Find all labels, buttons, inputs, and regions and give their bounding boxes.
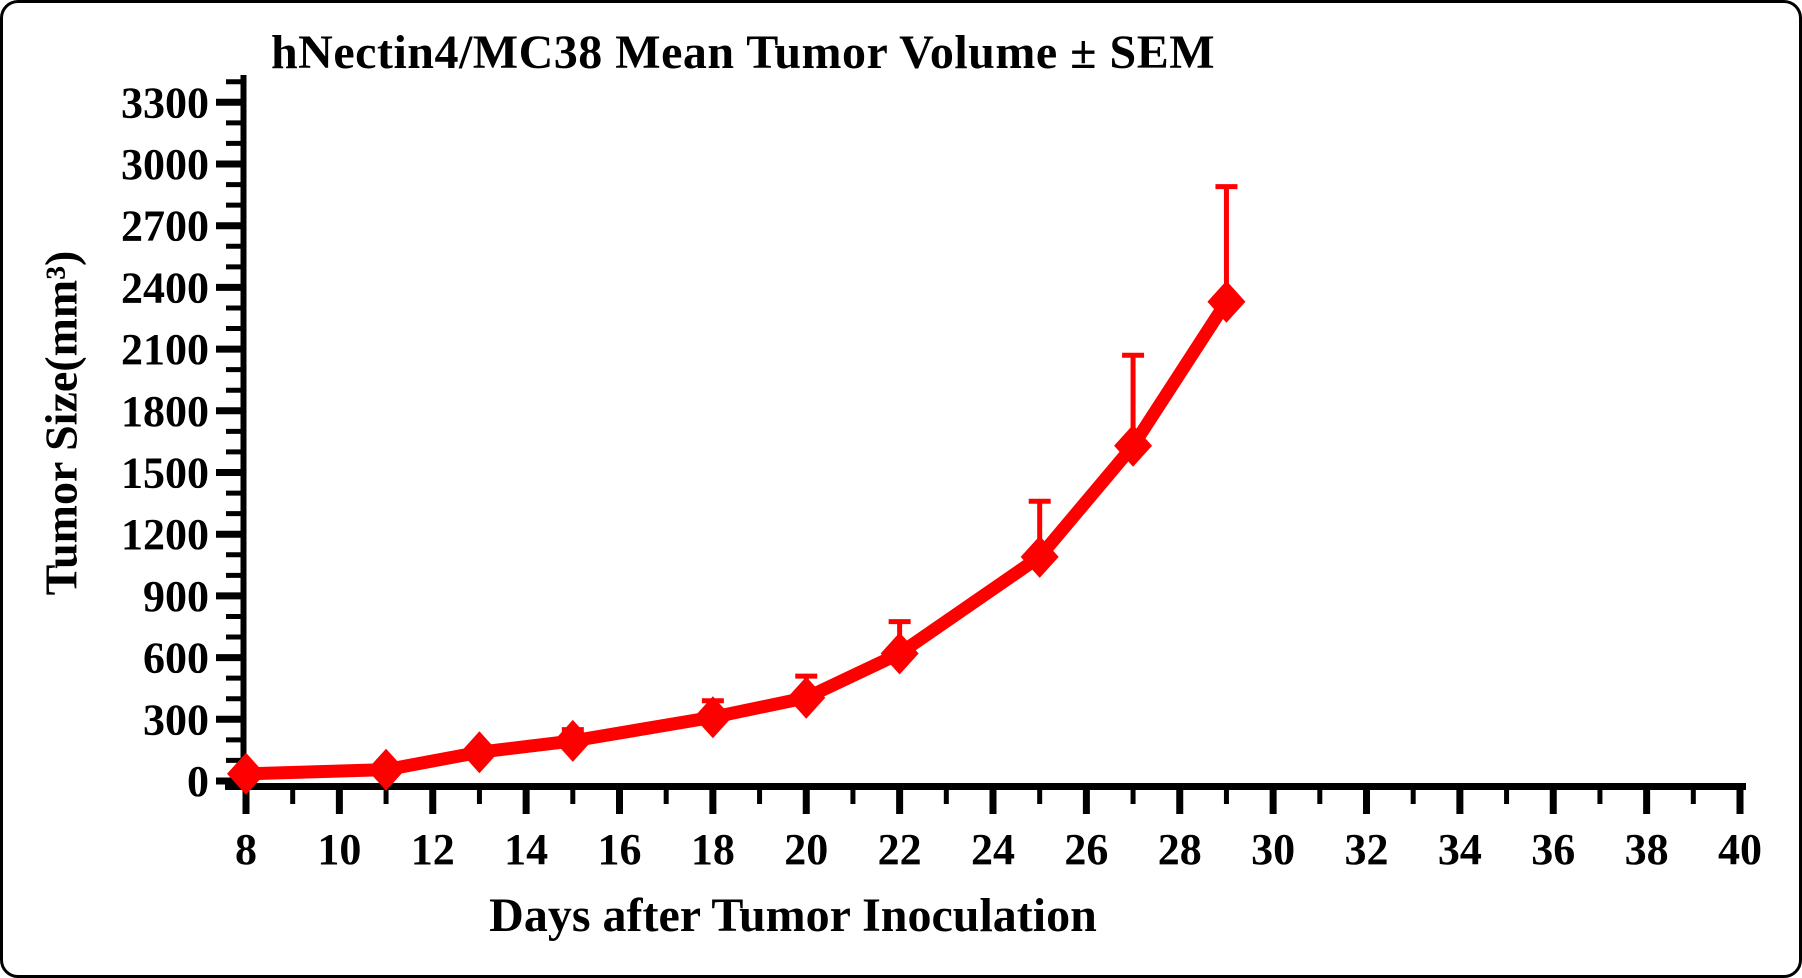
y-tick-label: 2400 <box>121 263 209 312</box>
x-tick-label: 16 <box>598 825 642 874</box>
x-tick-label: 22 <box>878 825 922 874</box>
x-tick-label: 38 <box>1625 825 1669 874</box>
x-tick-label: 14 <box>504 825 548 874</box>
y-tick-label: 1500 <box>121 449 209 498</box>
x-axis-title: Days after Tumor Inoculation <box>489 889 1097 942</box>
data-point <box>693 696 732 739</box>
tumor-volume-chart: 0 300 600 900 1200 1500 1800 2100 2400 2700 3000 33… <box>121 75 1762 874</box>
x-tick-label: 32 <box>1345 825 1389 874</box>
data-point <box>1207 280 1246 323</box>
data-point <box>367 748 406 791</box>
x-tick-label: 12 <box>411 825 455 874</box>
data-point <box>460 731 499 774</box>
x-tick-label: 18 <box>691 825 735 874</box>
y-tick-label: 3300 <box>121 78 209 127</box>
x-tick-label: 36 <box>1531 825 1575 874</box>
y-axis-ticks: 0 300 600 900 1200 1500 1800 2100 2400 2700 3000 33… <box>121 78 243 806</box>
data-point <box>787 676 826 719</box>
y-tick-label: 1200 <box>121 510 209 559</box>
axes <box>225 75 1746 790</box>
series-line <box>239 295 1233 781</box>
x-tick-label: 28 <box>1158 825 1202 874</box>
x-tick-label: 8 <box>235 825 257 874</box>
y-tick-label: 1800 <box>121 387 209 436</box>
x-tick-label: 10 <box>317 825 361 874</box>
x-tick-label: 30 <box>1251 825 1295 874</box>
x-tick-label: 20 <box>784 825 828 874</box>
chart-title: hNectin4/MC38 Mean Tumor Volume ± SEM <box>270 26 1216 79</box>
y-tick-label: 2100 <box>121 325 209 374</box>
data-point-markers <box>227 280 1246 795</box>
x-tick-label: 24 <box>971 825 1015 874</box>
x-tick-label: 26 <box>1064 825 1108 874</box>
y-tick-label: 2700 <box>121 202 209 251</box>
x-axis-ticks: 8 10 12 14 16 18 20 22 24 26 28 30 32 34 36 38 40 <box>235 786 1762 874</box>
data-point <box>227 752 265 795</box>
data-point <box>1020 535 1059 578</box>
y-tick-label: 600 <box>143 634 209 683</box>
y-tick-label: 300 <box>143 695 209 744</box>
x-tick-label: 40 <box>1718 825 1762 874</box>
data-point <box>1114 424 1153 467</box>
y-tick-label: 0 <box>187 757 209 806</box>
data-point <box>553 719 592 762</box>
y-tick-label: 3000 <box>121 140 209 189</box>
x-tick-label: 34 <box>1438 825 1482 874</box>
y-tick-label: 900 <box>143 572 209 621</box>
data-point <box>880 632 919 675</box>
